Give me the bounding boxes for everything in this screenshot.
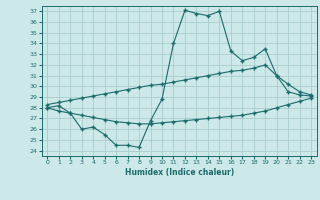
X-axis label: Humidex (Indice chaleur): Humidex (Indice chaleur) — [124, 168, 234, 177]
